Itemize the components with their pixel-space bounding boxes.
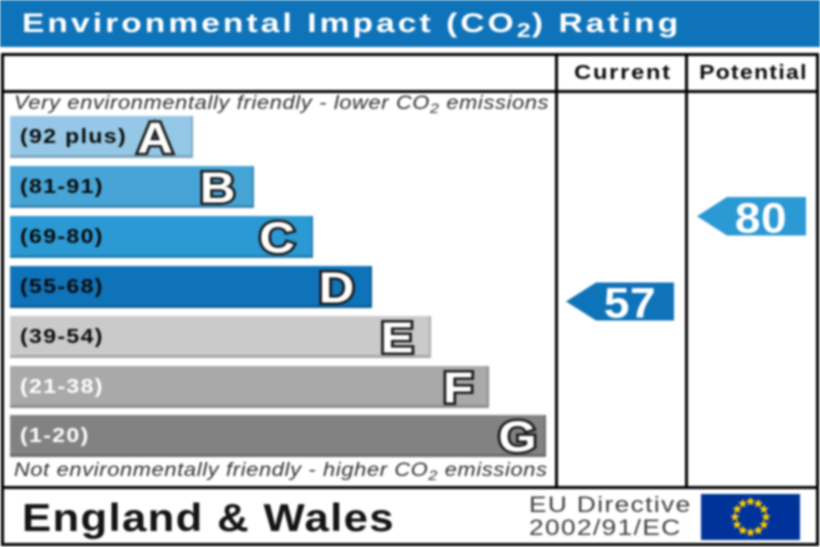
svg-text:F: F — [443, 363, 473, 412]
svg-text:G: G — [498, 412, 536, 461]
svg-text:E: E — [381, 313, 414, 362]
svg-text:B: B — [200, 163, 236, 212]
svg-text:C: C — [259, 213, 295, 262]
svg-text:D: D — [319, 263, 355, 312]
svg-text:A: A — [137, 113, 173, 162]
